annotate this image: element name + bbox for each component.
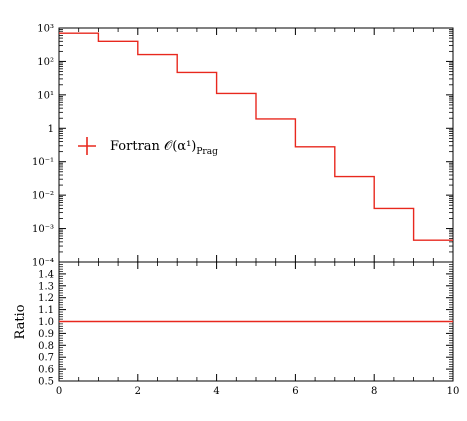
ratio-y-tick-label: 0.8 <box>38 341 54 352</box>
ratio-y-tick-label: 0.7 <box>38 353 54 364</box>
main-y-tick-label: 10⁻⁴ <box>32 258 54 269</box>
main-y-tick-label: 10¹ <box>37 90 54 101</box>
main-y-tick-label: 10⁻² <box>32 191 54 202</box>
ratio-y-tick-label: 1.1 <box>38 305 54 316</box>
legend-label-main: Fortran 𝒪(α¹) <box>110 139 196 154</box>
x-tick-label: 8 <box>371 386 377 397</box>
main-y-tick-label: 10⁻¹ <box>32 157 54 168</box>
x-tick-label: 6 <box>292 386 298 397</box>
legend-label: Fortran 𝒪(α¹)Prag <box>110 139 218 157</box>
ratio-y-tick-label: 1.0 <box>38 317 54 328</box>
ratio-axis-title: Ratio <box>13 304 28 339</box>
ratio-y-tick-label: 1.3 <box>38 281 54 292</box>
main-series-line <box>59 32 453 241</box>
ratio-y-tick-label: 0.5 <box>38 377 54 388</box>
ratio-panel: 0.50.60.70.80.91.01.11.21.31.4 0 2 4 6 8 10 <box>38 261 460 397</box>
x-tick-label: 4 <box>213 386 219 397</box>
ratio-y-tick-label: 0.9 <box>38 329 54 340</box>
legend-label-sub: Prag <box>196 147 218 157</box>
ratio-y-tick-label: 1.4 <box>38 269 54 280</box>
x-tick-label: 0 <box>56 386 62 397</box>
ratio-y-tick-label: 1.2 <box>38 293 54 304</box>
main-y-tick-label: 1 <box>48 124 54 135</box>
main-y-tick-label: 10³ <box>37 24 54 35</box>
x-tick-label: 2 <box>135 386 141 397</box>
x-tick-label: 10 <box>447 386 460 397</box>
main-y-tick-label: 10⁻³ <box>32 224 54 235</box>
legend: Fortran 𝒪(α¹)Prag <box>78 137 218 157</box>
ratio-y-tick-label: 0.6 <box>38 365 54 376</box>
main-y-tick-label: 10² <box>37 57 54 68</box>
